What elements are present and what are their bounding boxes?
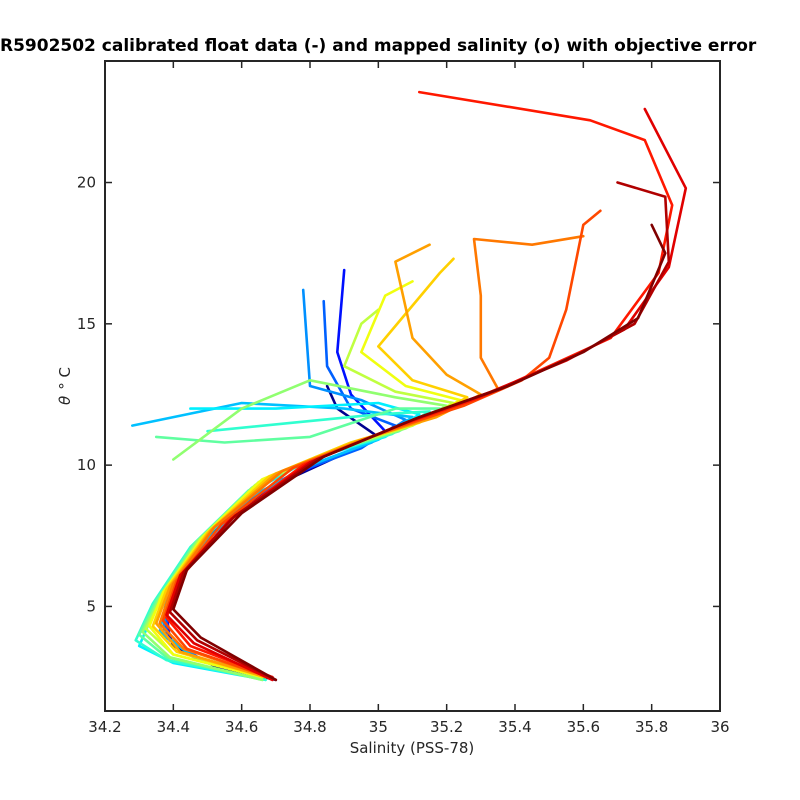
profile-line [172, 223, 667, 682]
x-tick-label: 36 [710, 718, 729, 736]
profile-line [165, 90, 674, 679]
x-tick-label: 34.4 [157, 718, 190, 736]
y-axis-label-unit: ° C [56, 367, 74, 390]
profile-lines [131, 90, 688, 682]
plot-frame [104, 60, 721, 712]
x-axis: 34.2 34.4 34.6 34.8 35 35.2 35.4 35.6 35.8 36 [88, 61, 730, 736]
profile-line [137, 401, 421, 682]
x-tick-label: 35.2 [430, 718, 463, 736]
x-tick-label: 35 [369, 718, 388, 736]
x-axis-label: Salinity (PSS-78) [350, 739, 475, 757]
y-axis-label: θ ° C [56, 367, 74, 405]
profile-line [165, 299, 397, 679]
profile-line [144, 308, 455, 679]
chart-title: R5902502 calibrated float data (-) and m… [0, 36, 757, 56]
x-tick-label: 34.6 [225, 718, 258, 736]
x-tick-label: 35.4 [498, 718, 531, 736]
x-tick-label: 34.8 [293, 718, 326, 736]
x-tick-label: 35.6 [567, 718, 600, 736]
y-tick-label: 20 [77, 174, 96, 192]
y-axis: 5 10 15 20 [77, 174, 720, 615]
y-axis-label-symbol: θ [56, 396, 74, 405]
y-tick-label: 10 [77, 456, 96, 474]
profile-line [168, 181, 671, 682]
x-tick-label: 35.8 [635, 718, 668, 736]
profile-line [161, 209, 602, 679]
profile-line [161, 384, 380, 682]
x-tick-label: 34.2 [88, 718, 121, 736]
y-tick-label: 15 [77, 315, 96, 333]
profile-line [165, 107, 688, 682]
profile-line [158, 234, 585, 679]
y-tick-label: 5 [86, 597, 96, 615]
